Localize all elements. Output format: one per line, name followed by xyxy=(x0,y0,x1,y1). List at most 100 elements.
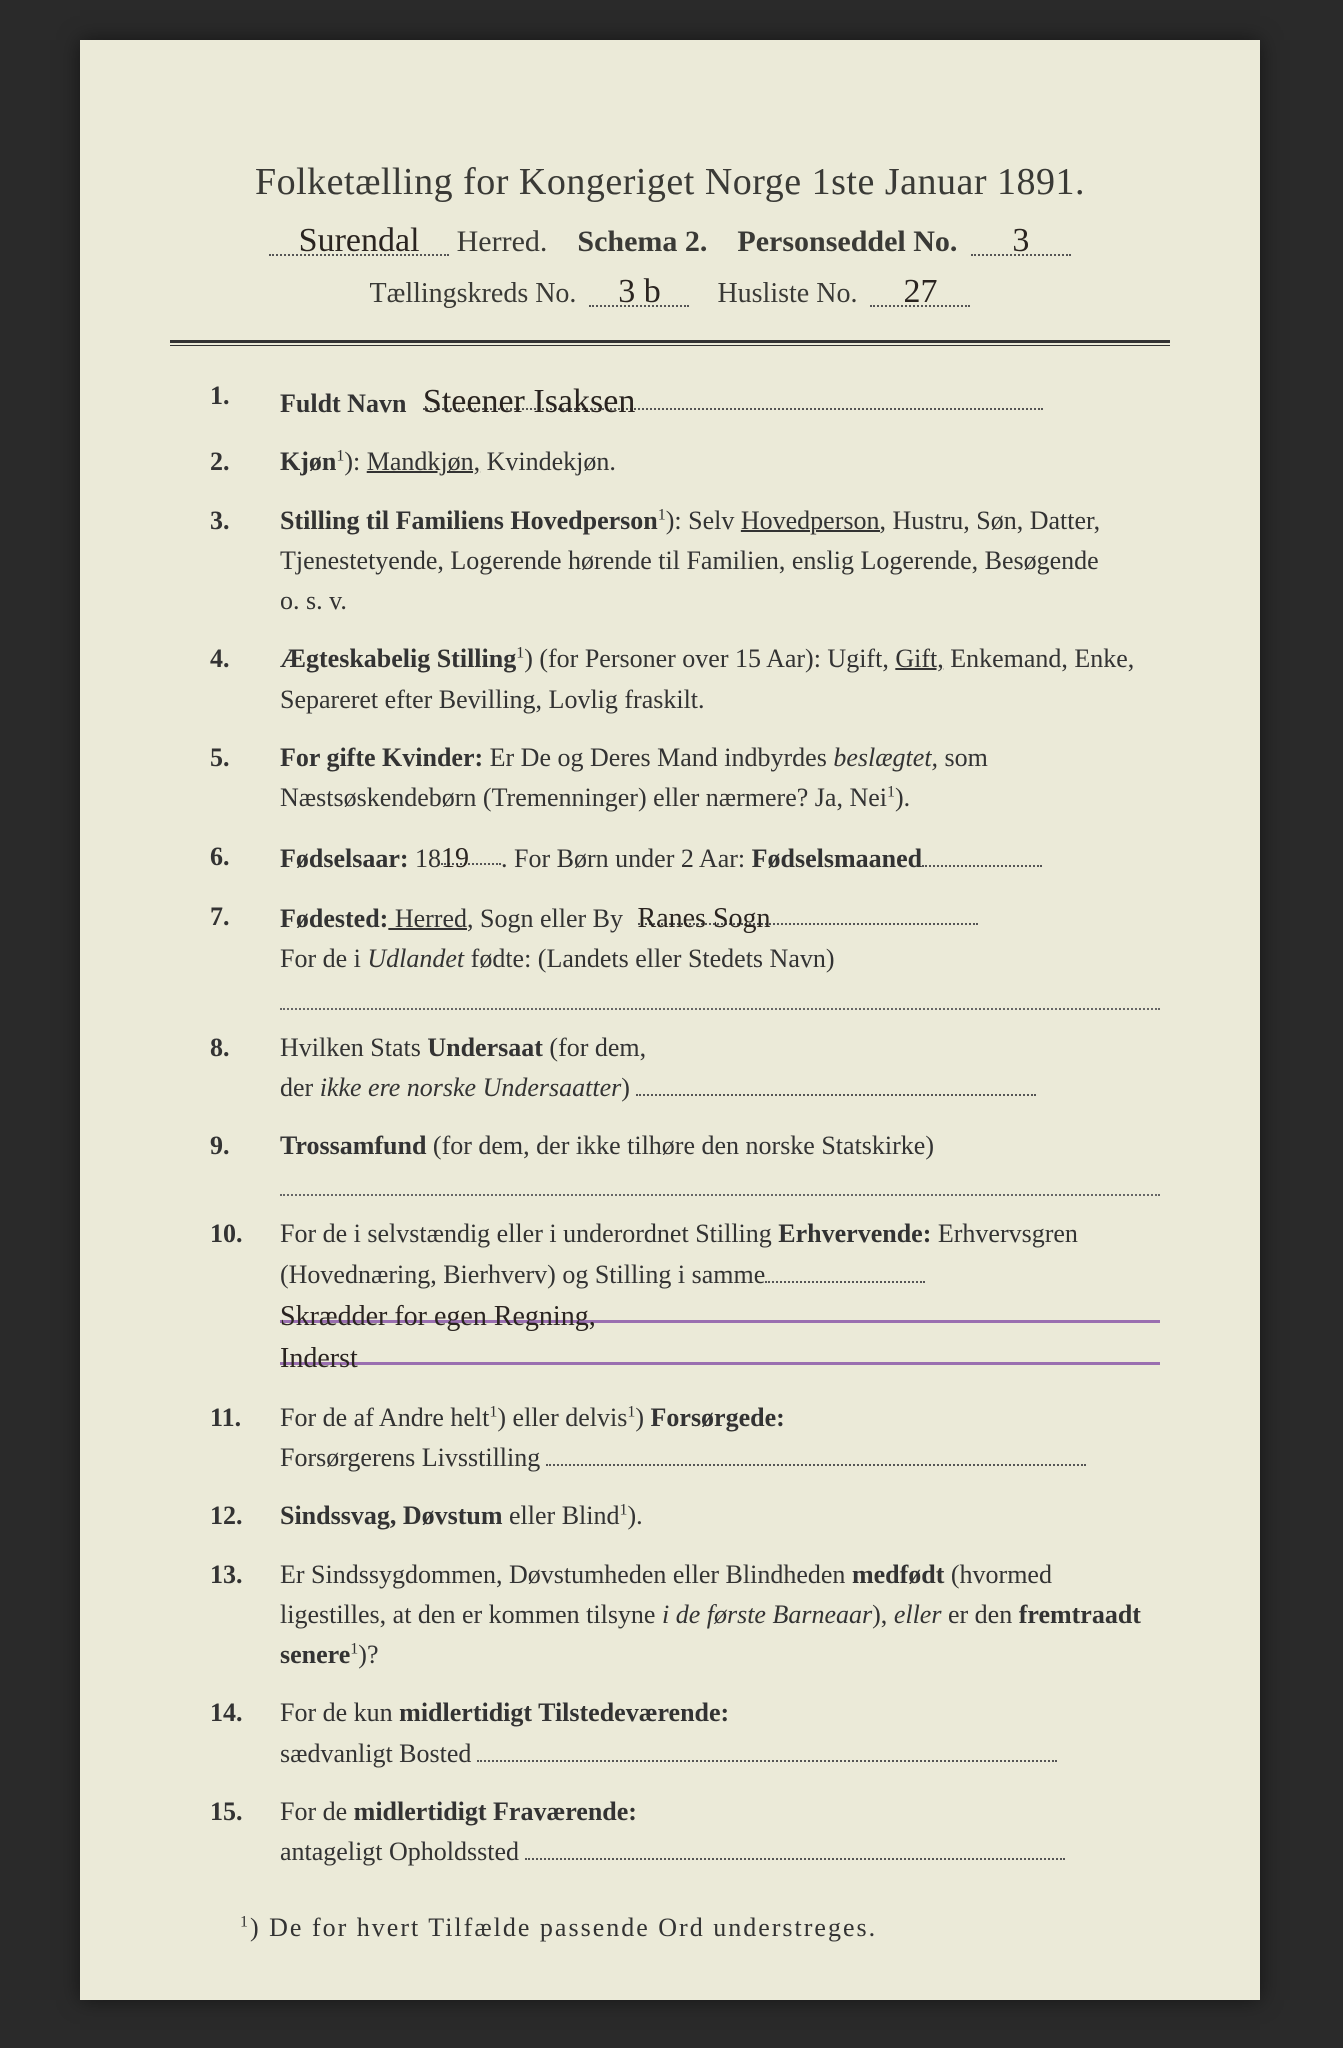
q4-t1: ) (for Personer over 15 Aar): Ugift, xyxy=(524,644,895,673)
q10-blank0 xyxy=(765,1257,925,1283)
q13-t4: er den xyxy=(941,1600,1018,1629)
q4-label: Ægteskabelig Stilling xyxy=(280,644,516,673)
q5-t3: ). xyxy=(895,783,910,812)
q11-line2: Forsørgerens Livsstilling xyxy=(280,1438,1160,1478)
q7-t: Sogn eller By xyxy=(474,904,624,933)
q5-sup: 1 xyxy=(887,784,895,801)
q9-num: 9. xyxy=(210,1126,280,1196)
census-form-page: Folketælling for Kongeriget Norge 1ste J… xyxy=(80,40,1260,2000)
herred-label: Herred. xyxy=(457,225,548,258)
q11-t2: ) eller delvis xyxy=(497,1403,627,1432)
q7-body: Fødested: Herred, Sogn eller By Ranes So… xyxy=(280,897,1160,1010)
q6-prefix: 18 xyxy=(409,844,442,873)
schema-label: Schema 2. xyxy=(577,225,707,258)
q7-row: 7. Fødested: Herred, Sogn eller By Ranes… xyxy=(210,897,1160,1010)
q15-row: 15. For de midlertidigt Fraværende: anta… xyxy=(210,1792,1160,1873)
husliste-no-hand: 27 xyxy=(870,273,970,307)
q5-label: For gifte Kvinder: xyxy=(280,743,483,772)
q2-row: 2. Kjøn1): Mandkjøn, Kvindekjøn. xyxy=(210,442,1160,482)
q14-t: For de kun xyxy=(280,1698,399,1727)
q7-herred: Herred, xyxy=(388,904,473,933)
q9-body: Trossamfund (for dem, der ikke tilhøre d… xyxy=(280,1126,1160,1196)
q15-l2: antageligt Opholdssted xyxy=(280,1837,519,1866)
q13-ital2: eller xyxy=(894,1600,942,1629)
q7-dotline xyxy=(280,986,1160,1010)
q10-hand2: Inderst xyxy=(280,1337,1160,1365)
q6-hand: 19 xyxy=(441,837,501,865)
q14-label: midlertidigt Tilstedeværende: xyxy=(399,1698,729,1727)
q1-row: 1. Fuldt Navn Steener Isaksen xyxy=(210,376,1160,424)
q3-body: Stilling til Familiens Hovedperson1): Se… xyxy=(280,501,1160,622)
q8-t1: Hvilken Stats xyxy=(280,1033,427,1062)
q15-t: For de xyxy=(280,1797,354,1826)
q8-l2: der xyxy=(280,1073,320,1102)
q13-label: medfødt xyxy=(852,1560,944,1589)
q2-num: 2. xyxy=(210,442,280,482)
q11-body: For de af Andre helt1) eller delvis1) Fo… xyxy=(280,1398,1160,1479)
q8-t2: (for dem, xyxy=(543,1033,646,1062)
q13-num: 13. xyxy=(210,1555,280,1676)
q3-osv: o. s. v. xyxy=(280,581,1160,621)
header-line-3: Tællingskreds No. 3 b Husliste No. 27 xyxy=(170,273,1170,310)
q13-t1: Er Sindssygdommen, Døvstumheden eller Bl… xyxy=(280,1560,852,1589)
q10-num: 10. xyxy=(210,1214,280,1379)
q1-label: Fuldt Navn xyxy=(280,389,406,418)
q6-label: Fødselsaar: xyxy=(280,844,409,873)
q10-label: Erhvervende: xyxy=(778,1219,931,1248)
question-list: 1. Fuldt Navn Steener Isaksen 2. Kjøn1):… xyxy=(170,376,1170,1873)
husliste-label: Husliste No. xyxy=(717,278,857,309)
q14-l2: sædvanligt Bosted xyxy=(280,1739,471,1768)
q14-line2: sædvanligt Bosted xyxy=(280,1734,1160,1774)
q11-t1: For de af Andre helt xyxy=(280,1403,489,1432)
q3-hoved: Hovedperson, xyxy=(741,506,886,535)
herred-handwritten: Surendal xyxy=(269,222,449,256)
kreds-label: Tællingskreds No. xyxy=(370,278,577,309)
q7-l2a: For de i xyxy=(280,944,367,973)
q6-blank xyxy=(922,841,1042,867)
divider-top xyxy=(170,340,1170,346)
q4-sup: 1 xyxy=(516,645,524,662)
q1-body: Fuldt Navn Steener Isaksen xyxy=(280,376,1160,424)
q5-ital: beslægtet, xyxy=(833,743,938,772)
q12-num: 12. xyxy=(210,1496,280,1536)
q7-num: 7. xyxy=(210,897,280,1010)
q13-t3: ), xyxy=(872,1600,894,1629)
q2-label: Kjøn xyxy=(280,447,336,476)
q3-label: Stilling til Familiens Hovedperson xyxy=(280,506,658,535)
q6-t2: . For Børn under 2 Aar: xyxy=(501,844,752,873)
q8-num: 8. xyxy=(210,1028,280,1109)
q14-num: 14. xyxy=(210,1693,280,1774)
q5-t: Er De og Deres Mand indbyrdes xyxy=(483,743,833,772)
q13-t5: )? xyxy=(358,1640,378,1669)
q11-t3: ) xyxy=(635,1403,650,1432)
q7-hand: Ranes Sogn xyxy=(638,897,978,925)
q12-body: Sindssvag, Døvstum eller Blind1). xyxy=(280,1496,1160,1536)
q12-t: eller Blind xyxy=(503,1501,620,1530)
form-header: Folketælling for Kongeriget Norge 1ste J… xyxy=(170,160,1170,310)
q1-num: 1. xyxy=(210,376,280,424)
q8-line2: der ikke ere norske Undersaatter) xyxy=(280,1068,1160,1108)
q7-ital: Udlandet xyxy=(367,944,464,973)
q5-num: 5. xyxy=(210,738,280,819)
q7-label: Fødested: xyxy=(280,904,388,933)
header-line-2: Surendal Herred. Schema 2. Personseddel … xyxy=(170,222,1170,259)
form-title: Folketælling for Kongeriget Norge 1ste J… xyxy=(170,160,1170,204)
q11-l2: Forsørgerens Livsstilling xyxy=(280,1443,540,1472)
q14-row: 14. For de kun midlertidigt Tilstedevære… xyxy=(210,1693,1160,1774)
q13-row: 13. Er Sindssygdommen, Døvstumheden elle… xyxy=(210,1555,1160,1676)
q6-label2: Fødselsmaaned xyxy=(752,844,922,873)
q9-label: Trossamfund xyxy=(280,1131,426,1160)
q12-label: Sindssvag, Døvstum xyxy=(280,1501,503,1530)
q8-row: 8. Hvilken Stats Undersaat (for dem, der… xyxy=(210,1028,1160,1109)
q13-ital: i de første Barneaar xyxy=(662,1600,872,1629)
footnote: 1) De for hvert Tilfælde passende Ord un… xyxy=(170,1913,1170,1943)
q13-body: Er Sindssygdommen, Døvstumheden eller Bl… xyxy=(280,1555,1160,1676)
kreds-no-hand: 3 b xyxy=(589,273,689,307)
q8-ital: ikke ere norske Undersaatter xyxy=(320,1073,622,1102)
q3-num: 3. xyxy=(210,501,280,622)
q5-body: For gifte Kvinder: Er De og Deres Mand i… xyxy=(280,738,1160,819)
q6-row: 6. Fødselsaar: 1819. For Børn under 2 Aa… xyxy=(210,837,1160,879)
q4-body: Ægteskabelig Stilling1) (for Personer ov… xyxy=(280,639,1160,720)
q7-l2b: fødte: (Landets eller Stedets Navn) xyxy=(464,944,834,973)
q10-t1: For de i selvstændig eller i underordnet… xyxy=(280,1219,778,1248)
